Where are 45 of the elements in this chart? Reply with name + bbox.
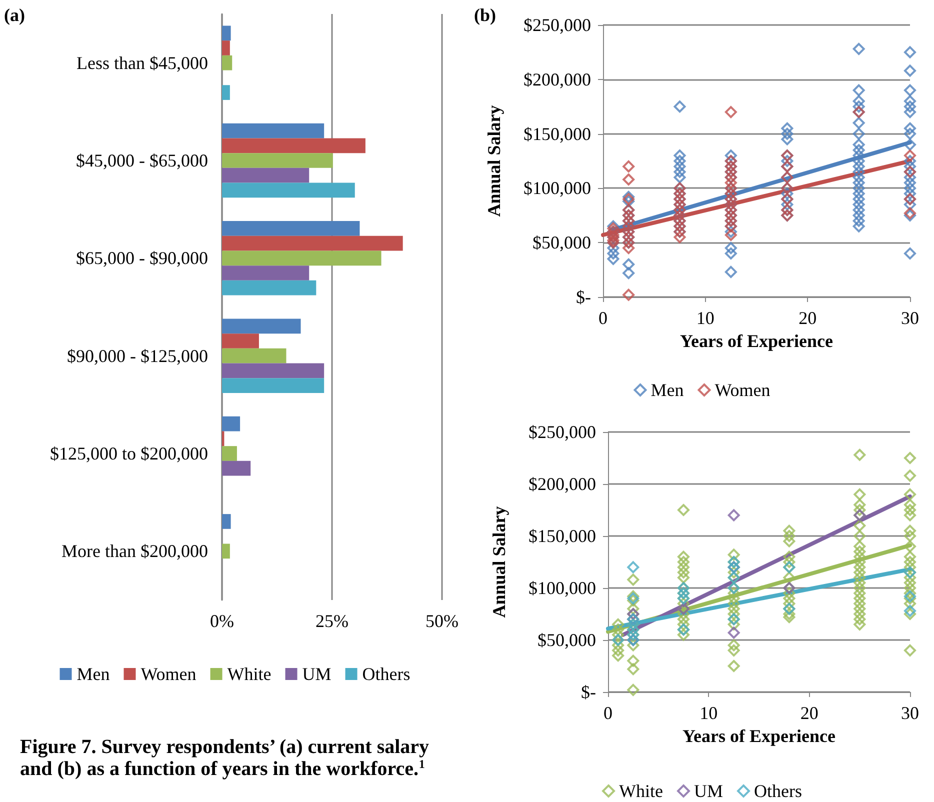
- legend-label: Women: [140, 664, 196, 684]
- y-tick-label: $-: [576, 287, 591, 307]
- y-tick-label: $100,000: [528, 578, 596, 598]
- y-tick-label: $90,000 - $125,000: [67, 346, 208, 366]
- y-tick-label: $200,000: [528, 474, 596, 494]
- y-tick-label: $200,000: [524, 69, 591, 90]
- x-tick-label: 0: [604, 703, 612, 723]
- x-tick-label: 30: [901, 703, 919, 723]
- legend-label: Men: [650, 380, 684, 400]
- y-tick-label: $250,000: [528, 422, 596, 442]
- legend-label: Others: [362, 664, 410, 684]
- y-tick-label: $65,000 - $90,000: [76, 248, 208, 268]
- text: (a): [4, 5, 25, 25]
- x-tick-label: 10: [700, 703, 718, 723]
- legend-label: UM: [302, 664, 332, 684]
- legend-label: UM: [694, 781, 724, 801]
- y-tick-label: $150,000: [524, 124, 591, 144]
- legend-label: White: [619, 781, 664, 801]
- x-tick-label: 50%: [426, 611, 458, 631]
- y-tick-label: $250,000: [524, 15, 591, 35]
- x-tick-label: 0%: [210, 611, 234, 631]
- y-tick-label: $50,000: [538, 630, 596, 650]
- y-tick-label: $100,000: [524, 178, 591, 198]
- legend-label: Others: [754, 781, 802, 801]
- x-tick-label: 25%: [316, 611, 348, 631]
- x-axis-title: Years of Experience: [682, 726, 836, 746]
- y-tick-label: $125,000 to $200,000: [50, 444, 208, 464]
- y-axis-title: Annual Salary: [484, 105, 504, 217]
- y-tick-label: $-: [581, 682, 596, 702]
- y-axis-title: Annual Salary: [489, 506, 509, 618]
- y-tick-label: $45,000 - $65,000: [76, 150, 208, 170]
- x-tick-label: 20: [800, 703, 818, 723]
- y-tick-label: Less than $45,000: [76, 52, 208, 73]
- legend-label: Women: [714, 380, 770, 400]
- x-tick-label: 10: [696, 308, 714, 328]
- x-tick-label: 30: [901, 308, 919, 328]
- x-tick-label: 0: [598, 308, 608, 328]
- y-tick-label: $50,000: [532, 232, 591, 253]
- x-axis-title: Years of Experience: [680, 330, 833, 351]
- legend-label: Men: [76, 664, 110, 684]
- text: (b): [474, 5, 496, 25]
- x-tick-label: 20: [798, 308, 817, 328]
- y-tick-label: More than $200,000: [62, 541, 208, 562]
- legend-label: White: [227, 664, 272, 684]
- y-tick-label: $150,000: [528, 526, 596, 546]
